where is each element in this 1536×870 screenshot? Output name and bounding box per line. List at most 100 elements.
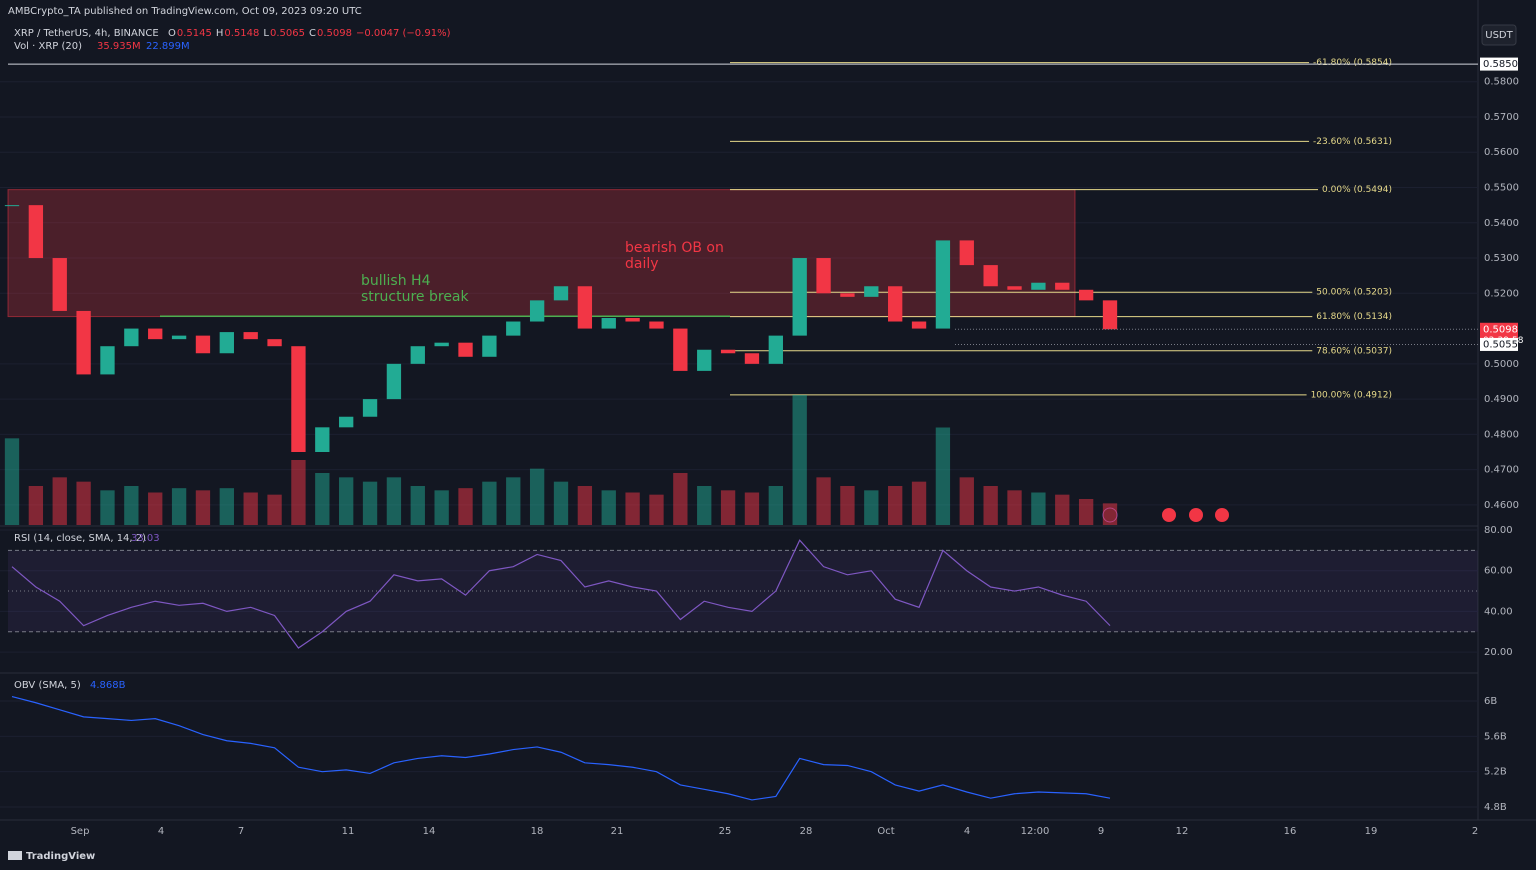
ohlc-segment: H: [216, 28, 224, 39]
candle: [720, 349, 736, 354]
time-label: 19: [1365, 826, 1378, 837]
volume-bar: [983, 486, 998, 525]
time-label: 14: [423, 826, 436, 837]
time-label: 18: [531, 826, 544, 837]
candle: [434, 342, 449, 347]
volume-bar: [315, 473, 330, 525]
candle: [744, 353, 760, 364]
volume-bar: [4, 438, 20, 525]
candle: [362, 399, 378, 417]
volume-bar: [840, 486, 855, 525]
candle: [1055, 282, 1070, 290]
candle: [52, 258, 67, 311]
currency-button-label[interactable]: USDT: [1485, 30, 1513, 41]
candle: [219, 332, 234, 354]
candle: [673, 328, 688, 371]
annotation: bearish OB on: [625, 240, 724, 256]
candle: [529, 300, 545, 322]
symbol: XRP / TetherUS, 4h, BINANCE: [14, 28, 159, 39]
volume-bar: [219, 488, 234, 525]
currency-button[interactable]: [1481, 24, 1517, 46]
candle: [697, 349, 712, 371]
ohlc-segment: C: [309, 28, 316, 39]
volume-bar: [673, 473, 688, 525]
volume-bar: [100, 490, 115, 525]
candle: [1031, 282, 1046, 290]
volume-bar: [362, 481, 378, 525]
candle: [171, 335, 187, 340]
candle: [458, 342, 473, 357]
volume-bar: [792, 395, 807, 525]
y-tick-label: 0.5700: [1484, 112, 1519, 123]
volume-bar: [76, 481, 91, 525]
y-tick-label: 0.5400: [1484, 218, 1519, 229]
candle: [124, 328, 139, 347]
volume-bar: [816, 477, 831, 525]
candle: [267, 339, 282, 347]
order-block-zone: [7, 189, 1076, 318]
time-label: 12:00: [1021, 826, 1050, 837]
candle: [28, 205, 44, 259]
obv-line: [11, 695, 1111, 801]
time-label: 2: [1472, 826, 1478, 837]
y-tick-label: 4.8B: [1484, 802, 1507, 813]
volume-bar: [1055, 494, 1070, 525]
y-tick-label: 5.6B: [1484, 731, 1507, 742]
event-icon[interactable]: [1162, 508, 1176, 522]
event-icon[interactable]: [1189, 508, 1203, 522]
candle: [553, 286, 569, 301]
rsi-current: 33.03: [131, 533, 160, 544]
volume-bar: [458, 488, 473, 525]
candle: [291, 346, 306, 453]
volume-bar: [195, 490, 211, 525]
fib-label: -61.80% (0.5854): [1313, 58, 1392, 68]
volume-bar: [1007, 490, 1022, 525]
volume-bar: [482, 481, 497, 525]
time-label: 11: [342, 826, 355, 837]
candle: [768, 335, 783, 364]
candle: [792, 258, 807, 336]
price-badge-label: 0.5850: [1483, 59, 1518, 70]
ohlc-segment: 0.5065: [270, 28, 305, 39]
volume-bar: [649, 494, 664, 525]
volume-bar: [171, 488, 187, 525]
volume-bar: [1078, 499, 1094, 525]
candle: [148, 328, 163, 340]
ohlc-segment: O: [168, 28, 176, 39]
y-tick-label: 0.5300: [1484, 253, 1519, 264]
ohlc-segment: 0.5148: [224, 28, 259, 39]
time-label: 7: [238, 826, 244, 837]
rsi-title: RSI (14, close, SMA, 14, 2): [14, 533, 146, 544]
time-label: 9: [1098, 826, 1104, 837]
volume-bar: [911, 481, 927, 525]
candle: [339, 416, 354, 428]
y-tick-label: 0.5800: [1484, 77, 1519, 88]
obv-current: 4.868B: [90, 680, 126, 691]
volume-bar: [577, 486, 593, 525]
volume-bar: [744, 492, 760, 525]
candle: [1102, 300, 1118, 330]
volume-ma: 22.899M: [146, 41, 190, 52]
annotation: daily: [625, 256, 659, 272]
candle: [4, 205, 20, 207]
fib-label: 0.00% (0.5494): [1322, 185, 1392, 195]
price-badge: [1480, 57, 1518, 71]
volume-bar: [959, 477, 974, 525]
volume-bar: [148, 492, 163, 525]
event-icon[interactable]: [1215, 508, 1229, 522]
time-label: 21: [611, 826, 624, 837]
candle: [482, 335, 497, 357]
y-tick-label: 6B: [1484, 696, 1497, 707]
candle: [1007, 286, 1022, 290]
y-tick-label: 0.5500: [1484, 183, 1519, 194]
candle: [243, 332, 258, 340]
candle: [410, 346, 425, 364]
candle: [1078, 289, 1094, 301]
time-label: 25: [719, 826, 732, 837]
ohlc-segment: 0.5098: [317, 28, 352, 39]
time-label: 16: [1284, 826, 1297, 837]
volume-value: 35.935M: [97, 41, 141, 52]
volume-bar: [888, 486, 903, 525]
y-tick-label: 0.4700: [1484, 465, 1519, 476]
